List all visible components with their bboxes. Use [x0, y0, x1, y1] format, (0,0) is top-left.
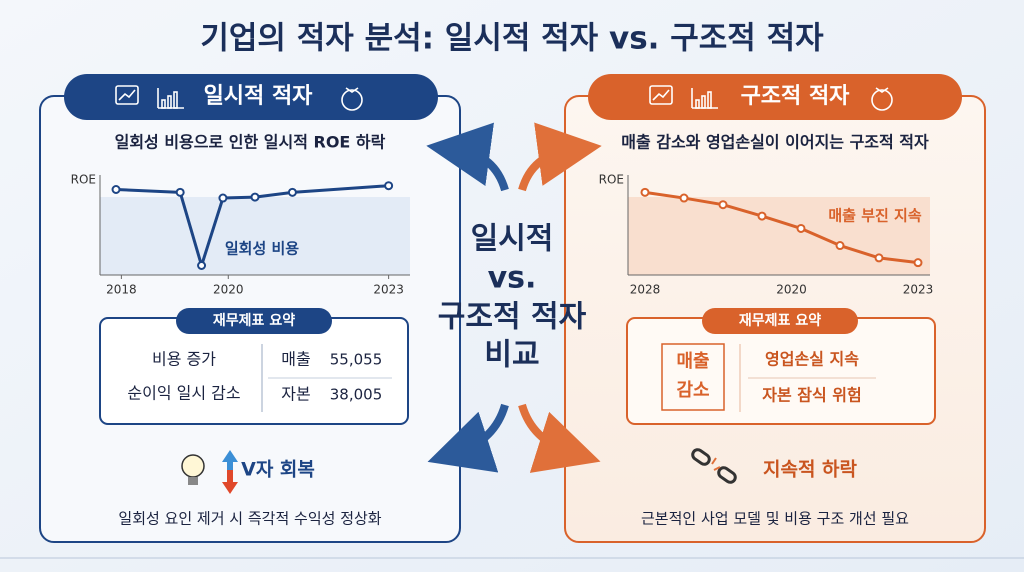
x-tick-label: 2023	[373, 283, 404, 297]
right-summary-tag	[661, 343, 725, 411]
left-summary-title: 재무제표 요약	[213, 312, 295, 329]
x-tick-label: 2020	[213, 283, 244, 297]
summary-table-label: 매출	[281, 350, 310, 369]
x-tick-label: 2028	[630, 283, 661, 297]
left-summary-pill	[176, 308, 332, 334]
left-chart: ROE 2018 2020 2023 일회성 비용	[71, 173, 410, 297]
right-subtitle: 매출 감소와 영업손실이 이어지는 구조적 적자	[621, 133, 929, 152]
left-summary-item: 비용 증가	[152, 350, 216, 369]
right-outcome: 지속적 하락	[763, 459, 858, 481]
left-note: 일회성 요인 제거 시 즉각적 수익성 정상화	[118, 510, 381, 528]
x-tick-label: 2020	[776, 283, 807, 297]
right-summary-tag-text: 매출	[676, 351, 709, 372]
data-point	[757, 211, 767, 221]
data-point	[384, 181, 394, 191]
y-axis-label: ROE	[599, 173, 624, 187]
center-text: 구조적 적자	[438, 300, 587, 335]
data-point	[796, 223, 806, 233]
data-point	[835, 241, 845, 251]
center-text: 비교	[484, 338, 539, 373]
right-header-pill	[588, 74, 962, 120]
data-point	[250, 192, 260, 202]
right-summary-title: 재무제표 요약	[739, 312, 821, 329]
page-title: 기업의 적자 분석: 일시적 적자 vs. 구조적 적자	[200, 21, 824, 57]
data-point	[111, 185, 121, 194]
center-text: vs.	[488, 261, 537, 296]
left-subtitle: 일회성 비용으로 인한 일시적 ROE 하락	[115, 133, 386, 152]
summary-table-value: 55,055	[330, 351, 383, 369]
data-point	[874, 253, 884, 263]
arrow	[518, 122, 602, 192]
data-point	[679, 193, 689, 203]
right-note: 근본적인 사업 모델 및 비용 구조 개선 필요	[641, 510, 909, 528]
right-header-icons	[649, 85, 893, 111]
right-summary-item: 자본 잠식 위험	[762, 386, 861, 405]
left-outcome-icon	[181, 450, 238, 494]
left-header-pill	[64, 74, 438, 120]
summary-table-value: 38,005	[330, 386, 383, 404]
chart-band	[100, 197, 410, 275]
left-outcome: V자 회복	[241, 459, 315, 481]
data-point	[218, 193, 228, 203]
arrow	[427, 403, 509, 473]
chart-annotation: 일회성 비용	[225, 240, 299, 258]
right-summary-pill	[702, 308, 858, 334]
left-summary-item: 순이익 일시 감소	[127, 384, 240, 403]
right-outcome-icon	[691, 448, 737, 484]
chart-annotation: 매출 부진 지속	[828, 207, 921, 225]
data-point	[197, 261, 207, 270]
x-tick-label: 2018	[106, 283, 137, 297]
right-summary-tag-text: 감소	[676, 380, 709, 401]
data-point	[175, 187, 185, 197]
right-header: 구조적 적자	[741, 84, 851, 109]
data-line	[644, 190, 919, 265]
center-text: 일시적	[471, 222, 554, 257]
data-point	[718, 200, 728, 210]
arrow	[518, 403, 601, 473]
summary-table-label: 자본	[281, 385, 310, 404]
left-header: 일시적 적자	[204, 84, 314, 109]
data-point	[640, 187, 650, 197]
x-tick-label: 2023	[903, 283, 934, 297]
right-summary-item: 영업손실 지속	[765, 350, 859, 369]
data-point	[287, 187, 297, 197]
y-axis-label: ROE	[71, 173, 96, 187]
left-header-icons	[115, 85, 363, 111]
data-point	[913, 258, 923, 268]
right-chart: ROE 2028 2020 2023 매출 부진 지속	[599, 173, 934, 297]
arrow	[426, 122, 509, 192]
